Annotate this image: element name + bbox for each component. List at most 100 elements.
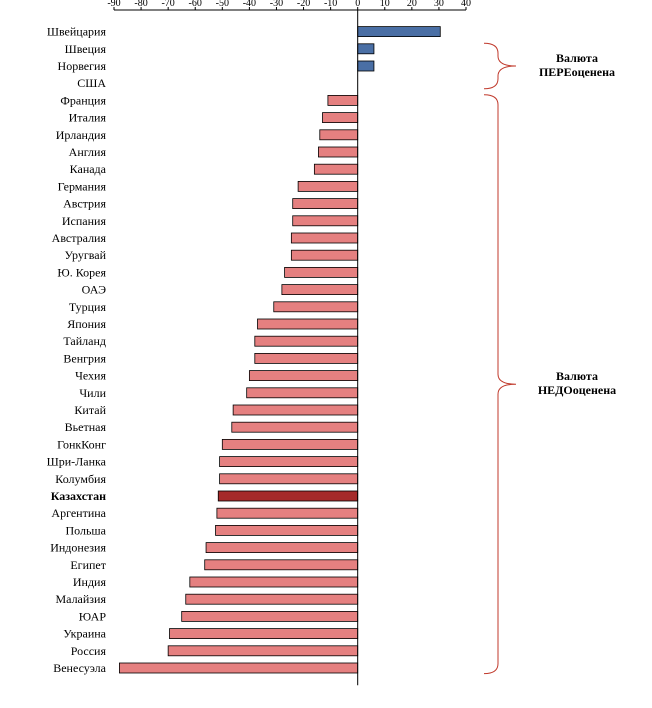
bar-11 [292, 215, 359, 227]
category-label: Австрия [63, 197, 106, 211]
x-tick-label: -60 [189, 0, 202, 9]
x-tick-label: -20 [297, 0, 310, 9]
x-tick-label: 40 [461, 0, 471, 9]
category-labels: Швейцария Швеция Норвегия США Франция Италия И… [47, 25, 107, 675]
category-label: ОАЭ [82, 283, 106, 297]
bar-2 [357, 60, 375, 72]
category-label: ЮАР [79, 609, 107, 623]
bar-35 [169, 628, 359, 639]
category-label: Китай [74, 403, 106, 417]
bar-6 [319, 129, 359, 141]
bar-1 [357, 43, 375, 55]
bars [119, 26, 441, 674]
category-label: Польша [65, 523, 106, 537]
category-label: Норвегия [58, 59, 107, 73]
bar-20 [248, 370, 359, 382]
x-tick-label: 20 [407, 0, 417, 9]
bar-27 [217, 490, 359, 502]
category-label: Малайзия [55, 592, 106, 606]
bar-28 [216, 507, 359, 519]
bar-22 [232, 404, 359, 416]
category-label: Англия [69, 145, 107, 159]
bar-0 [357, 26, 441, 38]
category-label: Ю. Корея [57, 265, 106, 279]
x-tick-label: -70 [161, 0, 174, 9]
category-label: Вьетная [65, 420, 107, 434]
category-label: Колумбия [55, 472, 106, 486]
bar-33 [185, 593, 359, 605]
x-tick-label: -50 [216, 0, 229, 9]
bar-12 [290, 232, 359, 244]
bar-9 [297, 180, 359, 192]
bar-18 [254, 335, 359, 347]
category-label: Тайланд [63, 334, 106, 348]
overvalued-annotation-line: Валюта [556, 51, 598, 65]
bar-26 [219, 473, 359, 485]
x-tick-label: -80 [134, 0, 147, 9]
bar-4 [327, 95, 359, 106]
category-label: Уругвай [65, 248, 107, 262]
overvalued-brace [483, 42, 517, 90]
category-label: Шри-Ланка [47, 455, 107, 469]
category-label: Италия [69, 111, 107, 125]
bar-36 [167, 645, 359, 657]
bar-23 [231, 421, 359, 433]
x-tick-label: 30 [434, 0, 444, 9]
bar-30 [205, 542, 359, 553]
category-label: Индонезия [50, 541, 106, 555]
undervalued-annotation-line: Валюта [556, 369, 598, 383]
category-label: Египет [70, 558, 106, 572]
category-label: США [77, 76, 106, 90]
category-label: Канада [70, 162, 107, 176]
bar-14 [284, 266, 359, 278]
category-label: Швеция [65, 42, 107, 56]
overvalued-annotation-line: ПЕРЕоценена [539, 65, 615, 79]
bar-8 [313, 163, 359, 175]
bar-37 [119, 662, 359, 674]
bar-15 [281, 284, 359, 296]
category-label: Франция [60, 93, 106, 107]
bar-5 [322, 112, 359, 123]
x-tick-label: 10 [380, 0, 390, 9]
x-tick-label: -30 [270, 0, 283, 9]
category-label: Индия [73, 575, 107, 589]
axes [114, 9, 466, 686]
category-label: Венгрия [63, 351, 106, 365]
bar-24 [221, 438, 359, 450]
category-label: Украина [63, 627, 106, 641]
x-tick-label: -90 [107, 0, 120, 9]
bar-31 [204, 559, 359, 571]
category-label: Казахстан [51, 489, 106, 503]
category-label: Турция [69, 300, 107, 314]
x-tick-label: 0 [355, 0, 360, 9]
x-tick-label: -40 [243, 0, 256, 9]
bar-21 [246, 387, 359, 399]
undervalued-annotation-line: НЕДОоценена [538, 383, 616, 397]
bar-32 [189, 576, 359, 588]
x-tick-label: -10 [324, 0, 337, 9]
category-label: Аргентина [51, 506, 106, 520]
category-label: Ирландия [56, 128, 107, 142]
category-label: Чехия [75, 369, 106, 383]
bar-34 [181, 611, 359, 622]
bar-17 [257, 318, 359, 330]
bar-25 [219, 456, 359, 468]
category-label: ГонкКонг [57, 437, 106, 451]
bar-7 [318, 146, 359, 158]
category-label: Венесуэла [53, 661, 106, 675]
category-label: Чили [79, 386, 106, 400]
category-label: Япония [67, 317, 106, 331]
bar-16 [273, 301, 359, 313]
bar-19 [254, 352, 359, 364]
category-label: Испания [62, 214, 107, 228]
category-label: Швейцария [47, 25, 107, 39]
category-label: Австралия [52, 231, 107, 245]
bar-13 [290, 249, 359, 261]
x-axis-ticks: -90 -80 -70 -60 -50 -40 -30 -20 -10 0 10 20 30 40 [107, 0, 471, 10]
category-label: Германия [58, 179, 107, 193]
bar-10 [292, 198, 359, 210]
bar-29 [215, 525, 359, 536]
category-label: Россия [71, 644, 107, 658]
undervalued-brace [483, 94, 517, 675]
